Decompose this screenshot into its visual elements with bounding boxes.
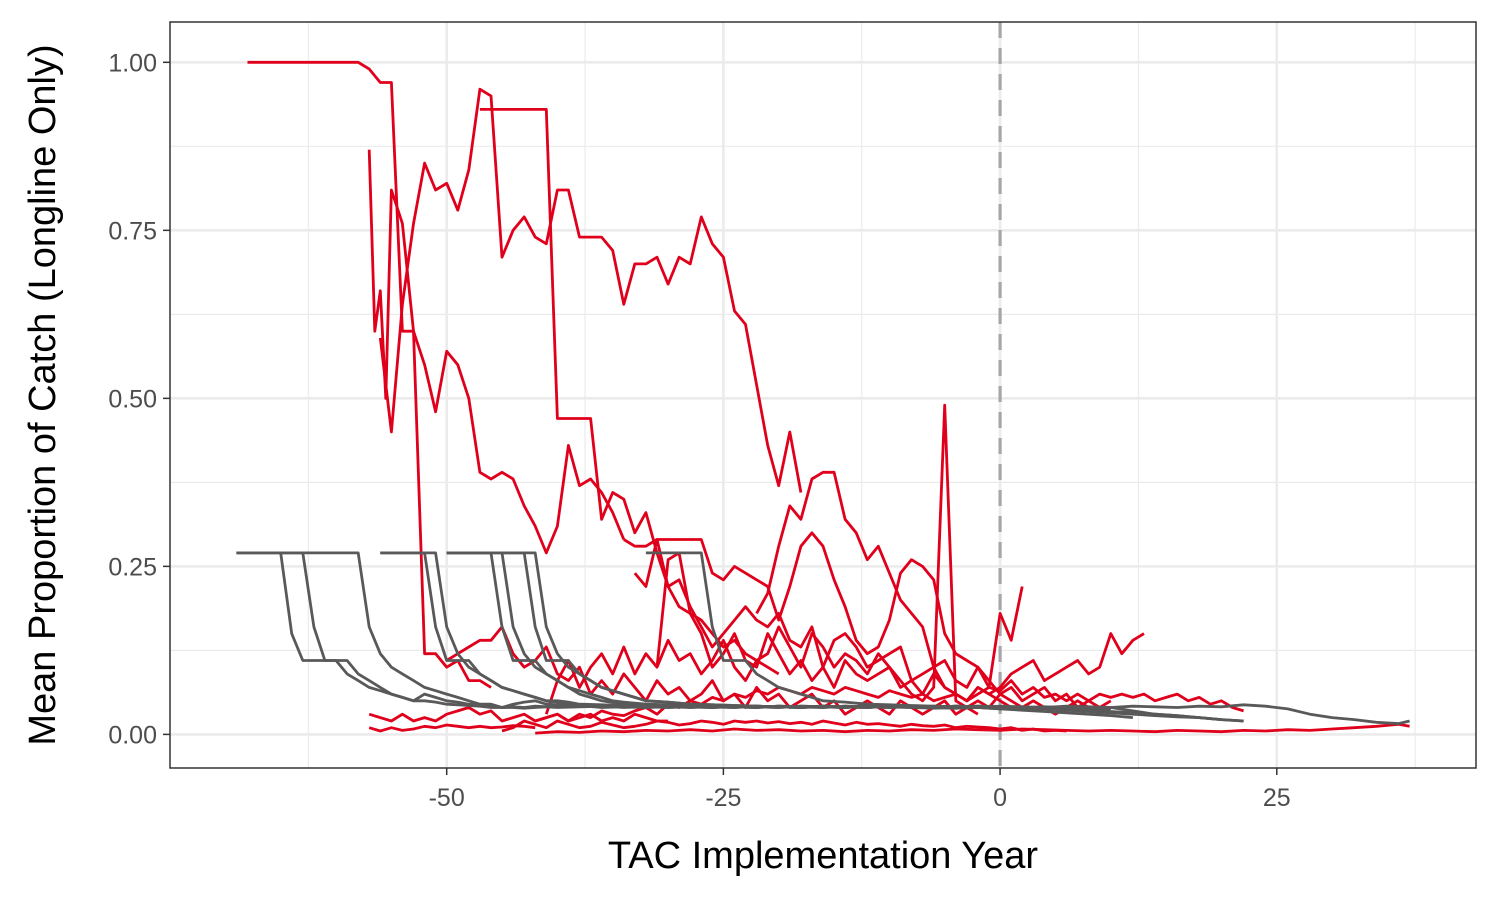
series-line-red-13 — [534, 679, 1245, 723]
series-line-red-6 — [655, 551, 1145, 703]
plot-panel — [170, 22, 1476, 768]
series-line-red-0 — [247, 60, 492, 689]
y-axis-title: Mean Proportion of Catch (Longline Only) — [22, 44, 64, 745]
y-tick-label-3: 0.75 — [108, 217, 157, 245]
x-tick-label-1: -25 — [705, 784, 741, 812]
series-line-red-14 — [535, 722, 1410, 735]
x-tick-label-0: -50 — [429, 784, 465, 812]
series-line-red-11 — [368, 723, 536, 733]
series-line-red-4 — [623, 531, 1024, 689]
plot-border — [169, 21, 1477, 769]
x-axis-ticks: -50 -25 0 25 — [429, 768, 1291, 812]
series-layer — [236, 60, 1410, 735]
series-line-red-2 — [378, 87, 803, 493]
series-line-red-10 — [368, 706, 669, 723]
y-tick-label-0: 0.00 — [108, 721, 157, 749]
series-line-gray-24 — [645, 551, 1410, 725]
y-tick-label-2: 0.50 — [108, 385, 157, 413]
series-line-red-8 — [544, 403, 979, 716]
series-line-red-12 — [501, 719, 1067, 733]
series-line-gray-23 — [502, 551, 1244, 723]
y-tick-label-4: 1.00 — [108, 49, 157, 77]
series-line-red-1 — [367, 149, 626, 555]
x-tick-label-2: 0 — [993, 784, 1007, 812]
x-axis-title: TAC Implementation Year — [608, 835, 1039, 877]
y-tick-label-1: 0.25 — [108, 553, 157, 581]
series-line-red-9 — [445, 625, 1112, 716]
x-tick-label-3: 25 — [1263, 784, 1291, 812]
y-axis-ticks: 0.00 0.25 0.50 0.75 1.00 — [108, 49, 170, 749]
